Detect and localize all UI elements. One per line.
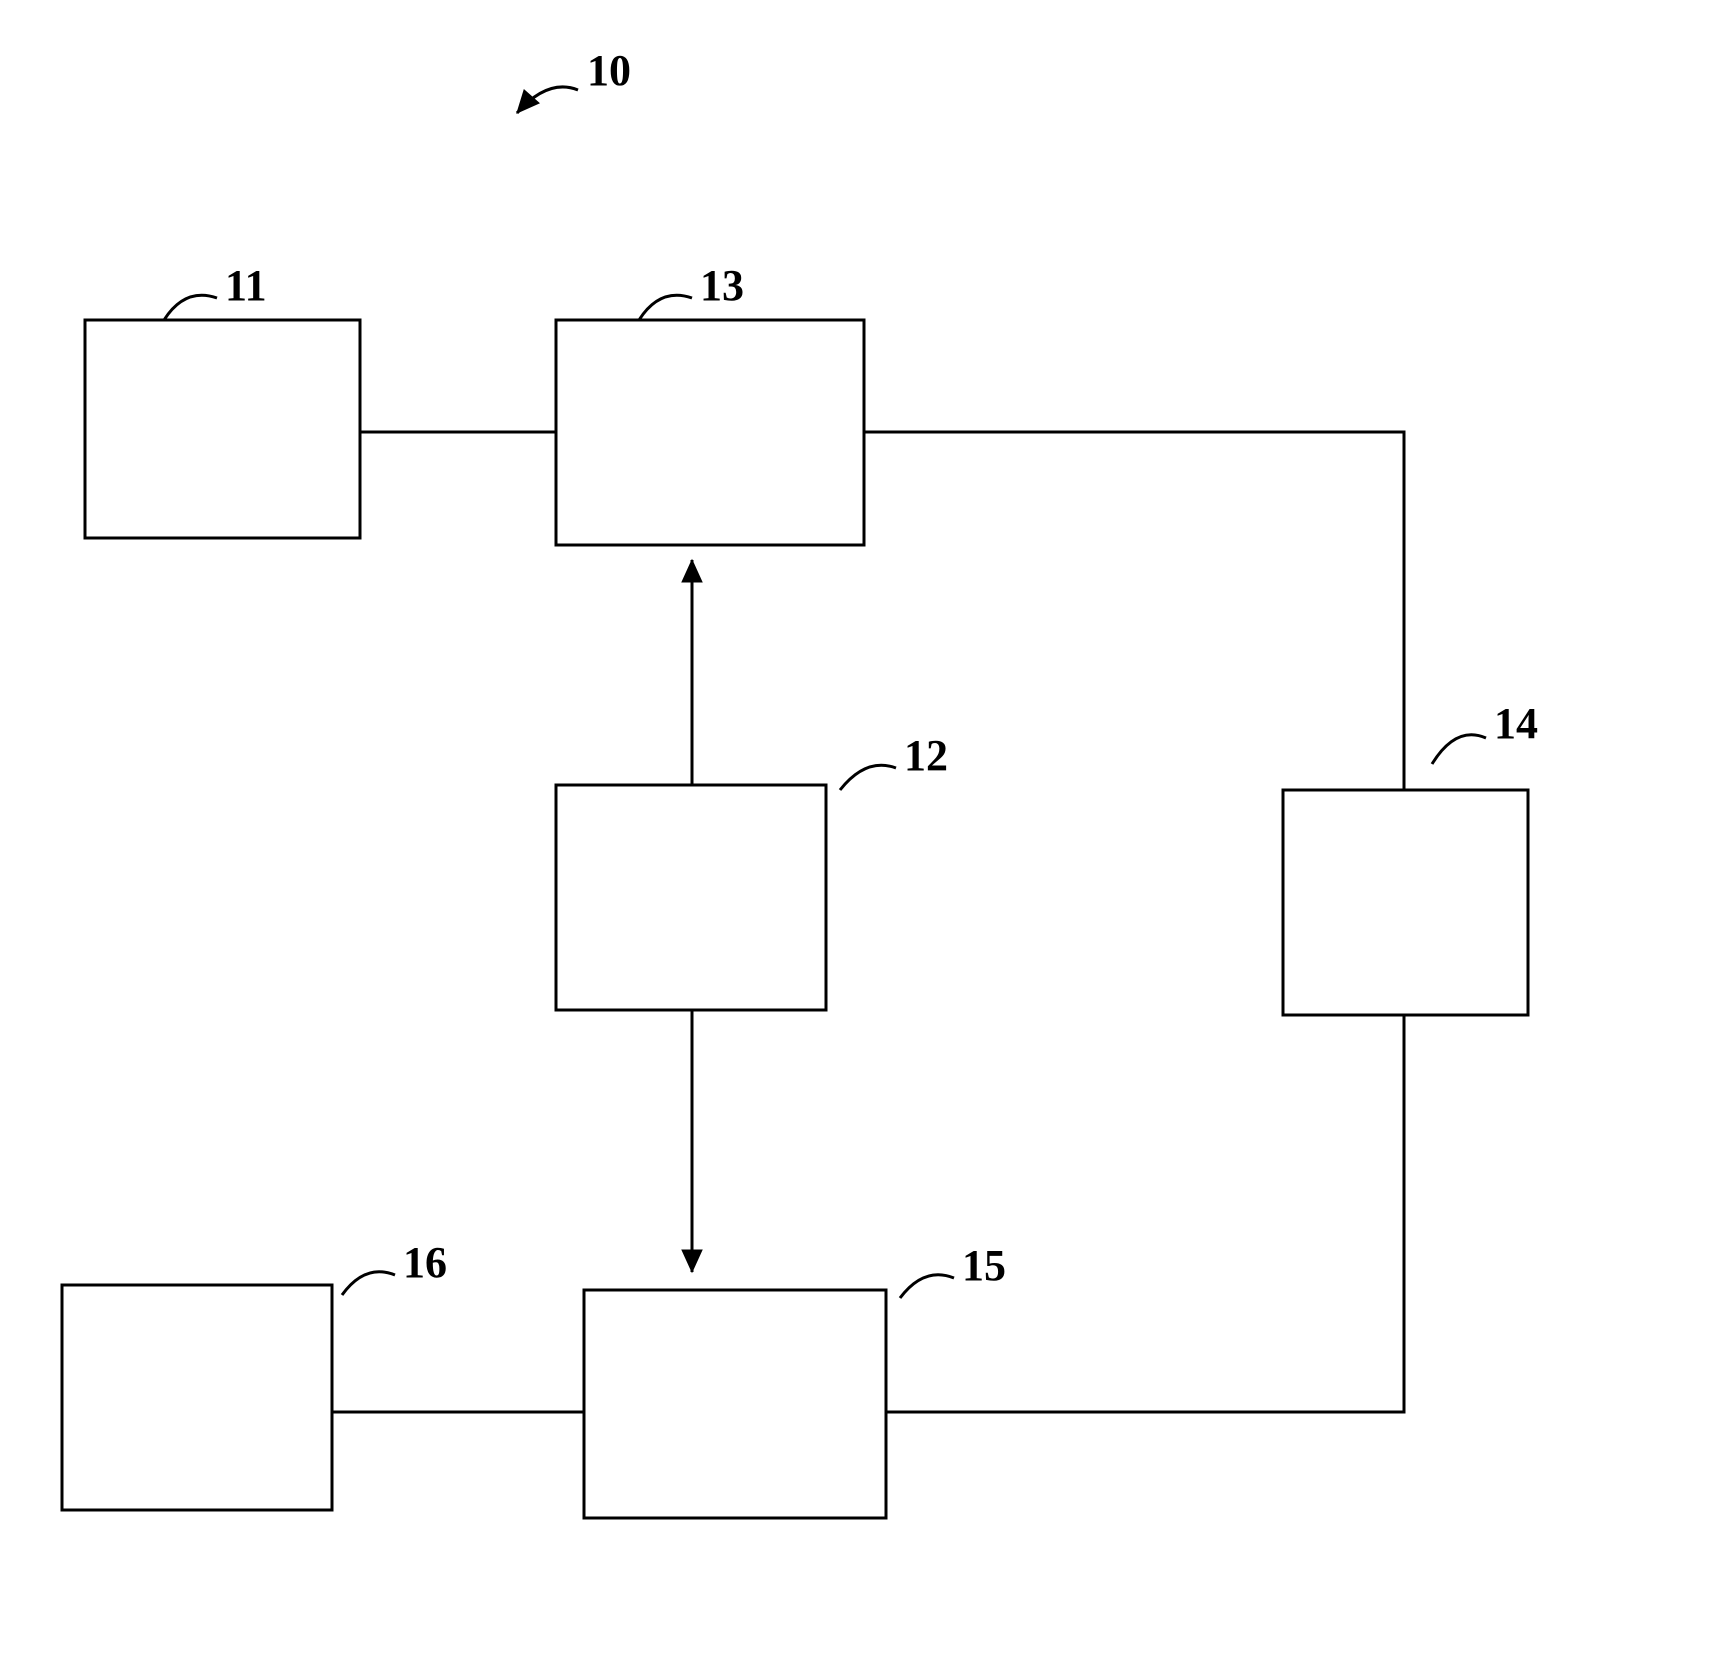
label-l10: 10 bbox=[587, 46, 631, 95]
labels-layer: 10 11 13 12 14 15 16 bbox=[225, 46, 1538, 1290]
callouts-layer bbox=[164, 87, 1486, 1298]
callout-c11 bbox=[164, 295, 217, 320]
label-l12: 12 bbox=[904, 731, 948, 780]
box-b15 bbox=[584, 1290, 886, 1518]
box-b16 bbox=[62, 1285, 332, 1510]
callout-c14 bbox=[1432, 735, 1486, 764]
callout-arrow-c10 bbox=[517, 90, 539, 113]
callout-c16 bbox=[342, 1272, 395, 1295]
label-l16: 16 bbox=[403, 1238, 447, 1287]
arrowhead-e12-15 bbox=[682, 1250, 702, 1272]
box-b14 bbox=[1283, 790, 1528, 1015]
arrowhead-e12-13 bbox=[682, 560, 702, 582]
box-b11 bbox=[85, 320, 360, 538]
boxes-layer bbox=[62, 320, 1528, 1518]
label-l13: 13 bbox=[700, 261, 744, 310]
box-b12 bbox=[556, 785, 826, 1010]
box-b13 bbox=[556, 320, 864, 545]
callout-c15 bbox=[900, 1275, 954, 1298]
edge-e14-15 bbox=[886, 1015, 1404, 1412]
edges-layer bbox=[332, 432, 1404, 1412]
callout-c12 bbox=[840, 765, 896, 790]
label-l15: 15 bbox=[962, 1241, 1006, 1290]
callout-c13 bbox=[639, 295, 692, 320]
label-l11: 11 bbox=[225, 261, 267, 310]
label-l14: 14 bbox=[1494, 699, 1538, 748]
